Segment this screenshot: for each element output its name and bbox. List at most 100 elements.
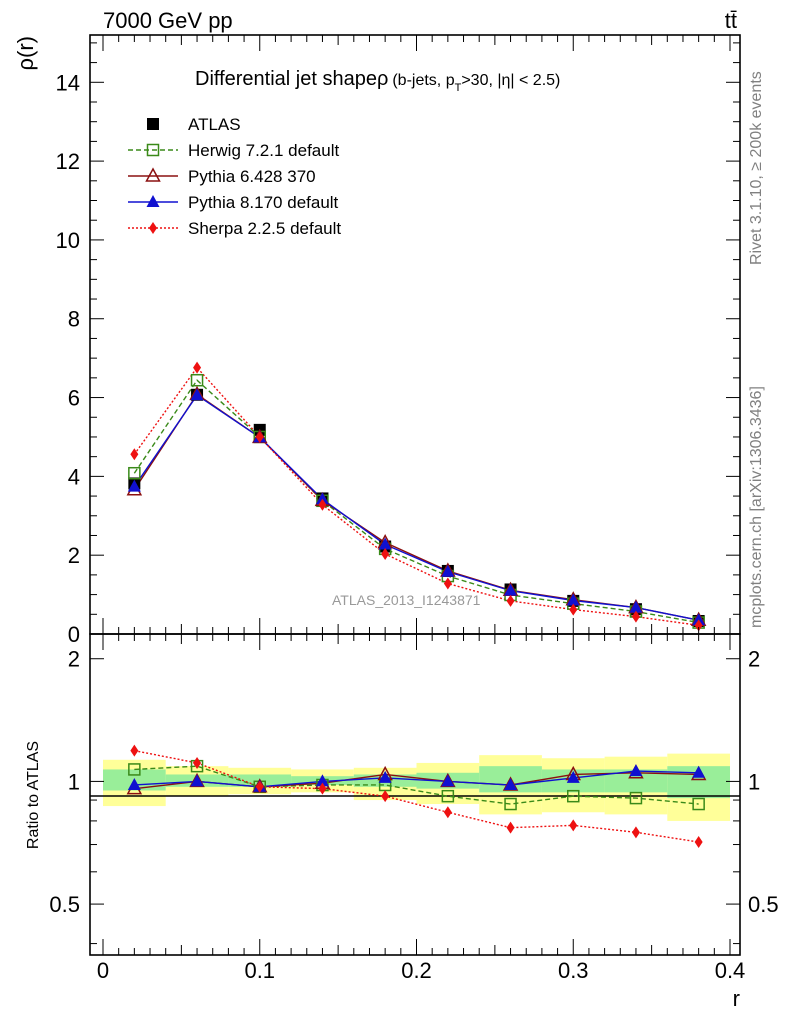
main-point-pythia-8-170-default — [190, 388, 204, 401]
main-point-pythia-8-170-default — [378, 537, 392, 550]
main-point-sherpa-2-2-5-default — [631, 610, 640, 623]
ratio-point-pythia-8-170-default — [378, 770, 392, 783]
main-point-pythia-8-170-default — [315, 492, 329, 505]
ratio-point-sherpa-2-2-5-default — [443, 806, 452, 819]
ratio-point-sherpa-2-2-5-default — [569, 819, 578, 832]
ratio-ytick-label-left: 0.5 — [49, 892, 80, 917]
legend-marker — [146, 195, 160, 207]
legend-item-herwig-7-2-1-default: Herwig 7.2.1 default — [128, 141, 339, 160]
main-line-sherpa-2-2-5-default — [133, 366, 699, 627]
ratio-line-pythia-8-170-default — [134, 770, 699, 788]
main-ytick-label: 0 — [68, 622, 80, 647]
main-point-sherpa-2-2-5-default — [193, 361, 202, 374]
main-point-herwig-7-2-1-default — [128, 466, 141, 480]
ratio-line-sherpa-2-2-5-default — [134, 749, 699, 843]
main-line-pythia-8-170-default — [133, 394, 699, 621]
main-point-pythia-8-170-default — [629, 600, 643, 613]
ratio-ytick-label-right: 0.5 — [748, 892, 779, 917]
legend-item-sherpa-2-2-5-default: Sherpa 2.2.5 default — [128, 219, 341, 238]
ratio-xtick-label: 0.4 — [715, 958, 746, 983]
ratio-point-pythia-8-170-default — [315, 774, 329, 787]
legend-item-atlas: ATLAS — [147, 115, 241, 134]
ratio-point-sherpa-2-2-5-default — [381, 790, 390, 803]
ratio-line-herwig-7-2-1-default — [134, 765, 699, 805]
legend-label: Sherpa 2.2.5 default — [188, 219, 341, 238]
ratio-frame — [89, 633, 741, 956]
main-ytick-label: 10 — [56, 228, 80, 253]
main-line-pythia-6-428-370 — [133, 393, 699, 621]
ratio-ylabel: Ratio to ATLAS — [25, 741, 42, 849]
legend: ATLAS Herwig 7.2.1 default Pythia 6.428 37… — [128, 115, 341, 238]
main-point-sherpa-2-2-5-default — [255, 430, 264, 443]
ratio-xtick-label: 0 — [97, 958, 109, 983]
ratio-point-pythia-8-170-default — [566, 770, 580, 783]
legend-item-pythia-8-170-default: Pythia 8.170 default — [128, 193, 339, 212]
main-watermark: ATLAS_2013_I1243871 — [332, 592, 481, 608]
ratio-point-herwig-7-2-1-default — [629, 791, 643, 805]
main-point-pythia-8-170-default — [566, 593, 580, 606]
header-energy-label: 7000 GeV pp — [103, 8, 233, 33]
ratio-point-herwig-7-2-1-default — [128, 763, 141, 776]
ratio-point-pythia-8-170-default — [692, 765, 706, 778]
main-point-sherpa-2-2-5-default — [443, 577, 452, 590]
main-ytick-label: 12 — [56, 149, 80, 174]
main-point-sherpa-2-2-5-default — [506, 594, 515, 607]
legend-label: Pythia 8.170 default — [188, 193, 339, 212]
legend-item-pythia-6-428-370: Pythia 6.428 370 — [128, 167, 316, 186]
ratio-point-sherpa-2-2-5-default — [694, 836, 703, 849]
ratio-point-sherpa-2-2-5-default — [255, 780, 264, 793]
main-point-pythia-8-170-default — [692, 613, 706, 626]
ratio-band-inner — [604, 769, 668, 793]
main-ytick-label: 6 — [68, 386, 80, 411]
ratio-xlabel: r — [733, 986, 740, 1011]
main-panel: ATLAS_2013_I1243871 0 2 4 6 8 10 12 14 ρ(r) Dif… — [13, 34, 741, 647]
ratio-point-sherpa-2-2-5-default — [193, 756, 202, 769]
main-point-pythia-8-170-default — [504, 583, 518, 596]
ratio-xtick-label: 0.2 — [401, 958, 432, 983]
main-ytick-label: 14 — [56, 70, 80, 95]
legend-marker — [145, 167, 161, 182]
ratio-point-pythia-8-170-default — [127, 777, 141, 790]
mcplots-label: mcplots.cern.ch [arXiv:1306.3436] — [748, 386, 765, 628]
legend-marker — [147, 118, 159, 130]
ratio-point-sherpa-2-2-5-default — [631, 826, 640, 839]
ratio-point-pythia-8-170-default — [504, 777, 518, 790]
main-point-herwig-7-2-1-default — [190, 373, 204, 387]
ratio-point-sherpa-2-2-5-default — [318, 782, 327, 795]
ratio-point-sherpa-2-2-5-default — [130, 744, 139, 757]
ratio-point-pythia-8-170-default — [190, 774, 204, 787]
ratio-panel: 0.5 0.51 12 2 0 0.1 0.2 0.3 0.4 Ratio to ATLAS … — [25, 633, 779, 1011]
ratio-point-pythia-8-170-default — [441, 774, 455, 787]
ratio-ytick-label-left: 2 — [68, 647, 80, 672]
main-line-herwig-7-2-1-default — [133, 379, 699, 624]
main-ytick-label: 8 — [68, 307, 80, 332]
ratio-xtick-label: 0.3 — [558, 958, 589, 983]
ratio-ytick-label-right: 2 — [748, 647, 760, 672]
ratio-point-pythia-8-170-default — [629, 764, 643, 777]
ratio-xtick-label: 0.1 — [244, 958, 275, 983]
legend-marker — [146, 143, 160, 157]
ratio-point-sherpa-2-2-5-default — [506, 821, 515, 834]
ratio-point-herwig-7-2-1-default — [567, 789, 580, 803]
legend-marker — [149, 222, 157, 234]
main-ylabel: ρ(r) — [13, 36, 38, 71]
ratio-point-herwig-7-2-1-default — [441, 789, 455, 803]
rivet-label: Rivet 3.1.10, ≥ 200k events — [748, 71, 765, 265]
main-point-sherpa-2-2-5-default — [130, 448, 139, 461]
legend-label: Herwig 7.2.1 default — [188, 141, 339, 160]
main-point-sherpa-2-2-5-default — [694, 619, 703, 632]
main-point-pythia-8-170-default — [441, 564, 455, 577]
header-process-label: tt̄ — [725, 8, 737, 33]
ratio-point-herwig-7-2-1-default — [504, 797, 517, 811]
main-title: Differential jet shapeρ (b-jets, pT>30, |… — [195, 68, 560, 94]
ratio-ytick-label-right: 1 — [748, 769, 760, 794]
legend-label: Pythia 6.428 370 — [188, 167, 316, 186]
ratio-point-herwig-7-2-1-default — [692, 797, 705, 811]
main-ytick-label: 2 — [68, 543, 80, 568]
main-ytick-label: 4 — [68, 464, 80, 489]
main-point-sherpa-2-2-5-default — [318, 498, 327, 511]
ratio-ytick-label-left: 1 — [68, 769, 80, 794]
main-point-pythia-8-170-default — [127, 479, 141, 492]
legend-label: ATLAS — [188, 115, 241, 134]
